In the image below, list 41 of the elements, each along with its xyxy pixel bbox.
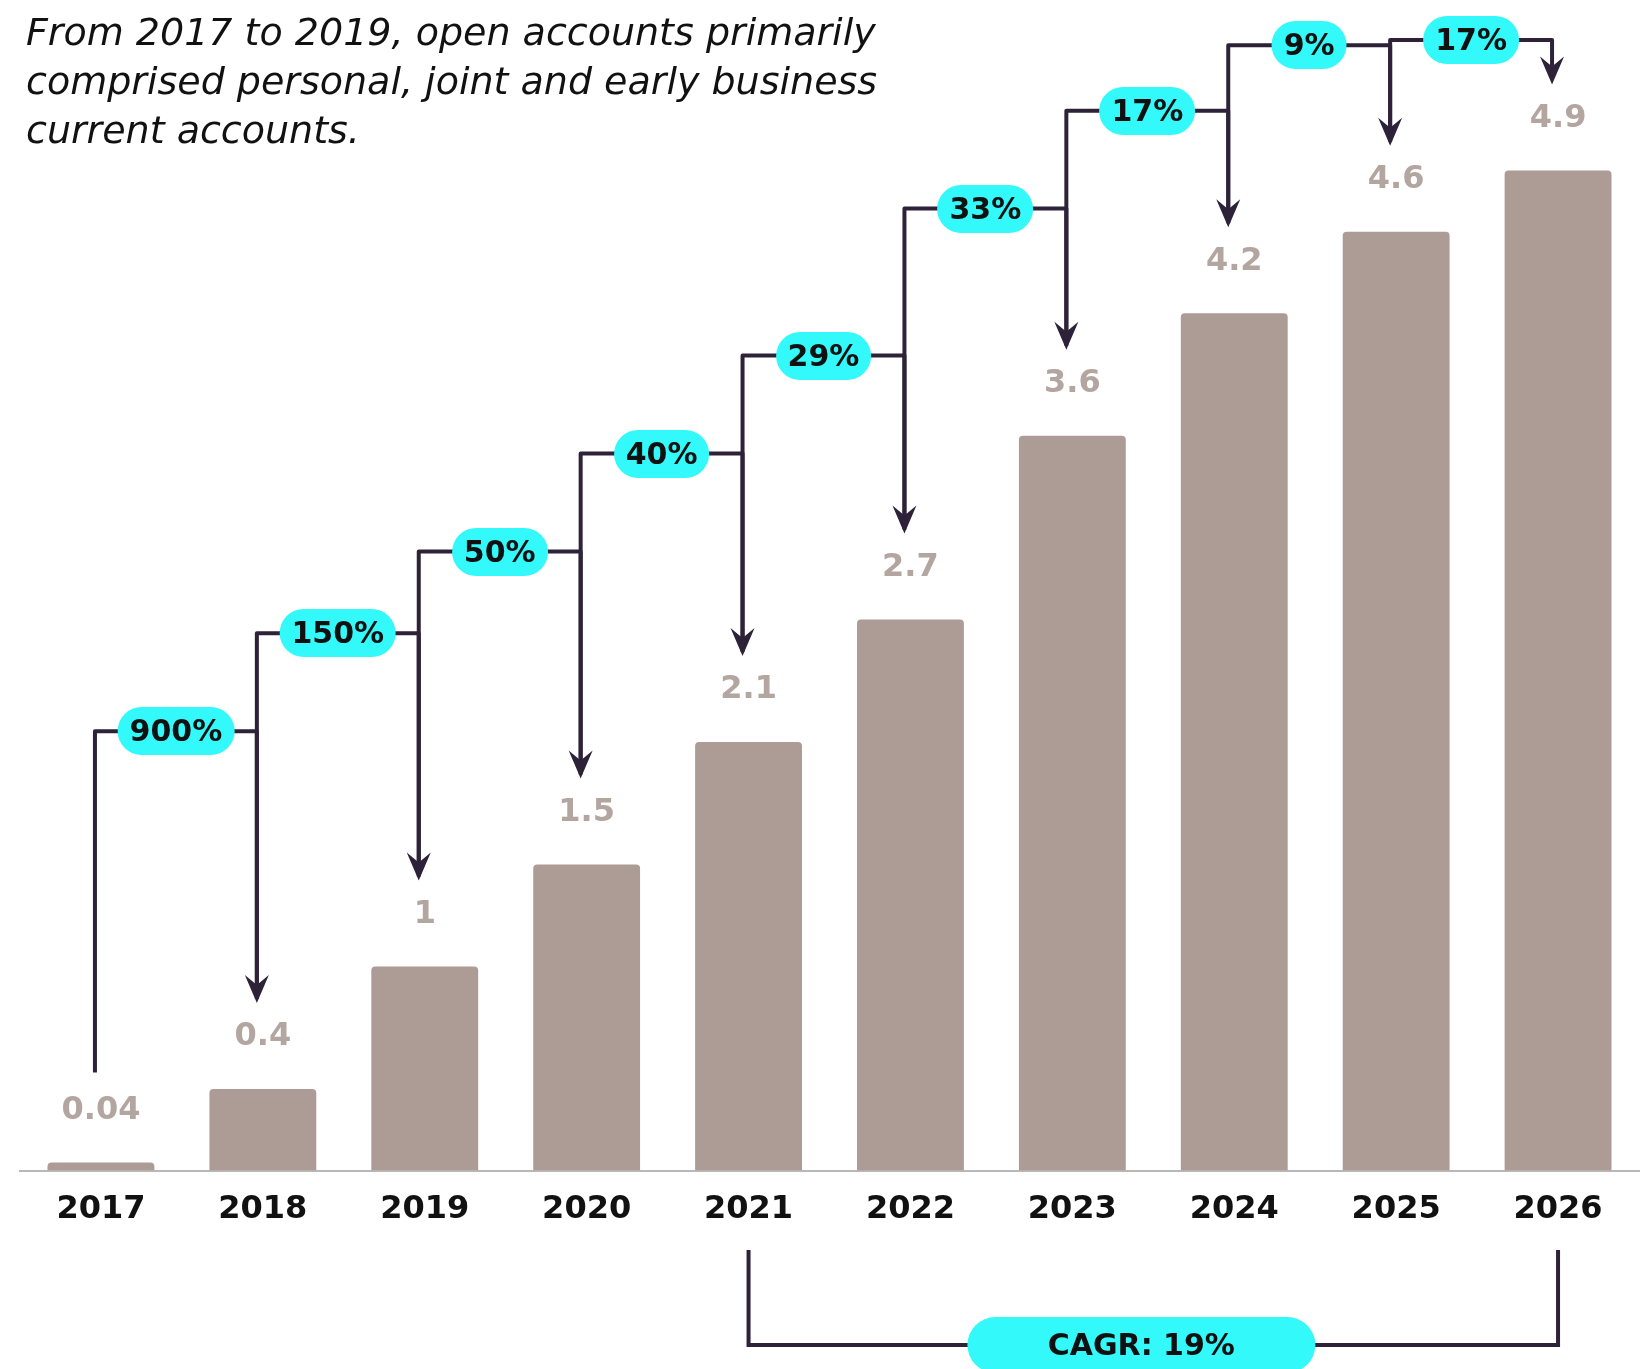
bar <box>371 966 479 1171</box>
text: 9% <box>1271 21 1347 70</box>
bar <box>1180 313 1288 1171</box>
bar <box>1342 231 1450 1171</box>
annotation: 29% <box>775 331 872 380</box>
bar <box>47 1162 155 1171</box>
data-label: 0.04 <box>61 1088 141 1127</box>
data-label: 1 <box>413 892 436 931</box>
text: 17% <box>1099 86 1196 135</box>
annotation: 900% <box>117 707 235 756</box>
x-tick-label: 2019 <box>380 1188 470 1227</box>
annotation: 50% <box>451 527 548 576</box>
data-label: 1.5 <box>558 790 615 829</box>
bar <box>695 741 802 1171</box>
data-label: 4.2 <box>1205 239 1263 278</box>
x-tick-label: 2018 <box>218 1188 308 1227</box>
x-tick-label: 2017 <box>56 1188 146 1227</box>
x-tick-label: 2024 <box>1189 1188 1279 1227</box>
bar <box>1018 435 1126 1171</box>
bar <box>1504 170 1612 1171</box>
data-label: 4.6 <box>1367 157 1425 196</box>
bar <box>857 619 964 1171</box>
x-tick-label: 2020 <box>542 1188 632 1227</box>
x-tick-label: 2023 <box>1027 1188 1117 1227</box>
data-label: 2.1 <box>720 668 777 707</box>
x-tick-label: 2026 <box>1513 1188 1603 1227</box>
text: 17% <box>1423 16 1519 64</box>
data-label: 3.6 <box>1044 362 1101 401</box>
x-tick-label: 2025 <box>1351 1188 1441 1227</box>
data-label: 0.4 <box>234 1015 292 1054</box>
annotation: 150% <box>279 609 397 658</box>
x-tick-label: 2021 <box>704 1188 794 1227</box>
bar <box>533 864 641 1171</box>
annotation: 40% <box>613 429 710 478</box>
chart-title: From 2017 to 2019, open accounts primarily comprised personal, joint and early business current accounts. <box>26 9 879 154</box>
data-label: 2.7 <box>882 545 939 584</box>
annotation: 33% <box>937 184 1034 233</box>
text: CAGR: 19% <box>967 1317 1315 1369</box>
data-label: 4.9 <box>1529 96 1587 135</box>
x-tick-label: 2022 <box>865 1188 955 1227</box>
bar <box>209 1088 317 1171</box>
